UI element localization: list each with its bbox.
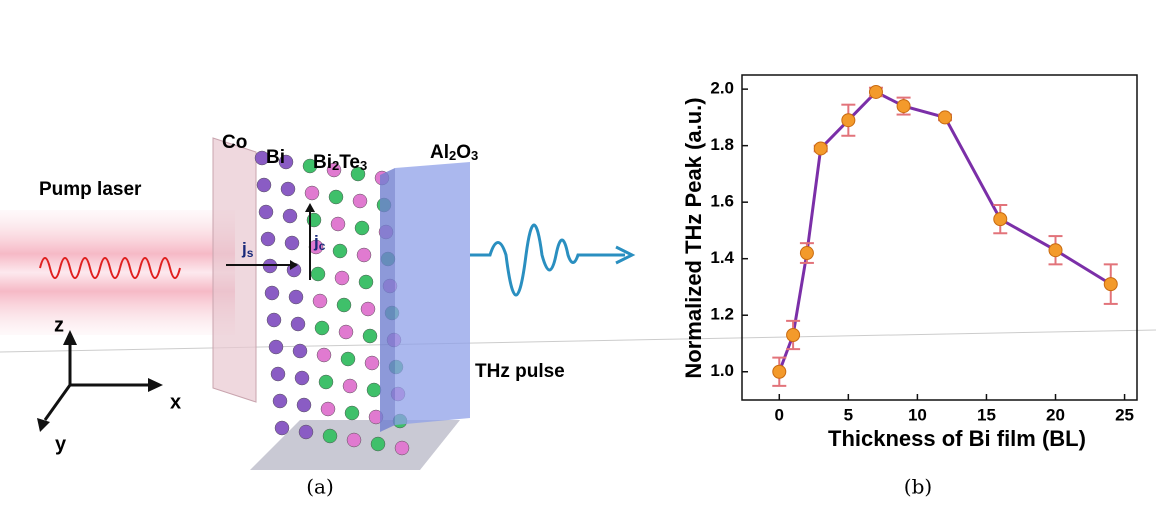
- y-tick-label: 1.8: [710, 135, 734, 154]
- atom: [285, 236, 299, 250]
- atom: [291, 317, 305, 331]
- x-tick-label: 5: [844, 405, 853, 424]
- atom: [329, 190, 343, 204]
- data-point: [1104, 278, 1117, 291]
- atom: [323, 429, 337, 443]
- atom: [363, 329, 377, 343]
- label-bi2te3: Bi2Te3: [313, 152, 367, 173]
- arrow-head: [305, 203, 315, 212]
- x-tick-label: 0: [775, 405, 784, 424]
- atom: [361, 302, 375, 316]
- atom: [295, 371, 309, 385]
- plot-frame: [742, 75, 1137, 400]
- co-layer: [213, 138, 256, 402]
- atom: [335, 271, 349, 285]
- chart: Thickness of Bi film (BL) Normalized THz…: [681, 75, 1137, 451]
- atom: [269, 340, 283, 354]
- atom: [337, 298, 351, 312]
- data-point: [994, 213, 1007, 226]
- label-thz-pulse: THz pulse: [475, 361, 565, 382]
- data-point: [814, 142, 827, 155]
- atom: [293, 344, 307, 358]
- label-y: y: [55, 433, 67, 455]
- atom: [357, 248, 371, 262]
- atom: [359, 275, 373, 289]
- y-tick-label: 1.0: [710, 361, 734, 380]
- x-tick-label: 25: [1115, 405, 1134, 424]
- atom: [261, 232, 275, 246]
- atom: [365, 356, 379, 370]
- atom: [339, 325, 353, 339]
- data-point: [787, 329, 800, 342]
- atom: [331, 217, 345, 231]
- atom: [347, 433, 361, 447]
- atom: [271, 367, 285, 381]
- atom: [265, 286, 279, 300]
- atom: [321, 402, 335, 416]
- atom: [345, 406, 359, 420]
- arrow-head: [37, 418, 50, 432]
- label-co: Co: [222, 132, 247, 153]
- atom: [343, 379, 357, 393]
- atom: [367, 383, 381, 397]
- data-point: [773, 365, 786, 378]
- atom: [275, 421, 289, 435]
- caption: (a): [306, 475, 334, 499]
- data-point: [939, 111, 952, 124]
- label-bi: Bi: [266, 147, 285, 168]
- y-tick-label: 1.2: [710, 305, 734, 324]
- atom: [289, 290, 303, 304]
- atom: [333, 244, 347, 258]
- y-axis-arrow: [45, 385, 70, 420]
- y-tick-label: 1.4: [710, 248, 734, 267]
- atom: [313, 294, 327, 308]
- data-point: [842, 114, 855, 127]
- figure: Co Bi Bi2Te3 Al2O3 Pump laser js jc THz …: [0, 0, 1156, 502]
- al2o3-side: [380, 168, 395, 432]
- x-axis-label: Thickness of Bi film (BL): [828, 426, 1086, 451]
- laser-beam: [0, 210, 235, 335]
- caption: (b): [904, 475, 932, 499]
- atom: [283, 209, 297, 223]
- data-point: [800, 247, 813, 260]
- label-z: z: [54, 314, 64, 336]
- atom: [353, 194, 367, 208]
- atom: [267, 313, 281, 327]
- atom: [259, 205, 273, 219]
- data-point: [869, 85, 882, 98]
- atom: [317, 348, 331, 362]
- arrow-head: [148, 378, 163, 392]
- atom: [273, 394, 287, 408]
- y-tick-label: 2.0: [710, 79, 734, 98]
- label-pump-laser: Pump laser: [39, 179, 142, 200]
- x-tick-label: 15: [977, 405, 996, 424]
- atom: [355, 221, 369, 235]
- atom: [311, 267, 325, 281]
- label-x: x: [170, 391, 181, 413]
- x-tick-label: 20: [1046, 405, 1065, 424]
- atom: [315, 321, 329, 335]
- data-point: [1049, 244, 1062, 257]
- label-al2o3: Al2O3: [430, 142, 478, 163]
- atom: [297, 398, 311, 412]
- atom: [281, 182, 295, 196]
- atom: [257, 178, 271, 192]
- data-point: [897, 100, 910, 113]
- thz-wave: [470, 225, 625, 295]
- y-axis-label: Normalized THz Peak (a.u.): [681, 97, 706, 378]
- al2o3-layer: [395, 162, 470, 425]
- atom: [395, 441, 409, 455]
- atom: [299, 425, 313, 439]
- x-tick-label: 10: [908, 405, 927, 424]
- atom: [305, 186, 319, 200]
- data-line: [779, 92, 1110, 372]
- atom: [319, 375, 333, 389]
- atom: [341, 352, 355, 366]
- atom: [371, 437, 385, 451]
- label-jc: jc: [313, 232, 326, 253]
- y-tick-label: 1.6: [710, 192, 734, 211]
